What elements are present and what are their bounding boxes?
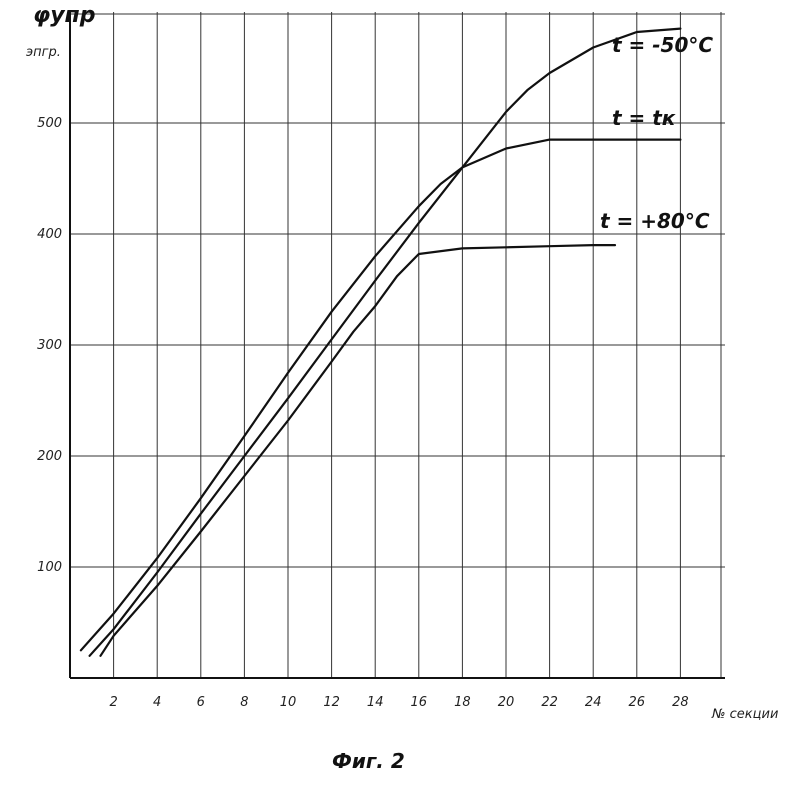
y-tick-label: 100 [37,560,62,575]
x-tick-label: 12 [323,695,340,710]
x-tick-label: 22 [541,695,558,710]
x-tick-label: 14 [367,695,384,710]
figure-caption: Фиг. 2 [332,749,405,773]
series-line-plus80 [101,245,616,656]
x-tick-label: 26 [629,695,646,710]
x-tick-labels: 246810121416182022242628 [109,695,688,710]
y-axis-unit: эпгр. [26,45,61,60]
y-axis-label: φупр [33,3,96,28]
y-tick-label: 400 [37,227,62,242]
y-tick-label: 200 [37,449,62,464]
x-tick-label: 10 [280,695,297,710]
x-tick-label: 4 [153,695,161,710]
y-tick-label: 300 [37,338,62,353]
x-tick-label: 2 [109,695,117,710]
x-tick-label: 24 [585,695,602,710]
series-label-minus50: t = -50°C [612,33,713,57]
x-tick-label: 6 [197,695,205,710]
grid-horizontal [70,14,725,567]
x-axis-label: № секции [711,707,778,722]
x-tick-label: 16 [411,695,428,710]
y-tick-label: 500 [37,116,62,131]
x-tick-label: 28 [672,695,689,710]
series-label-tk: t = tк [612,106,676,130]
x-tick-label: 18 [454,695,471,710]
series-label-plus80: t = +80°C [600,209,710,233]
x-tick-label: 20 [498,695,515,710]
series-line-tk [81,140,681,651]
y-tick-labels: 100 200 300 400 500 [37,116,62,575]
x-tick-label: 8 [240,695,248,710]
